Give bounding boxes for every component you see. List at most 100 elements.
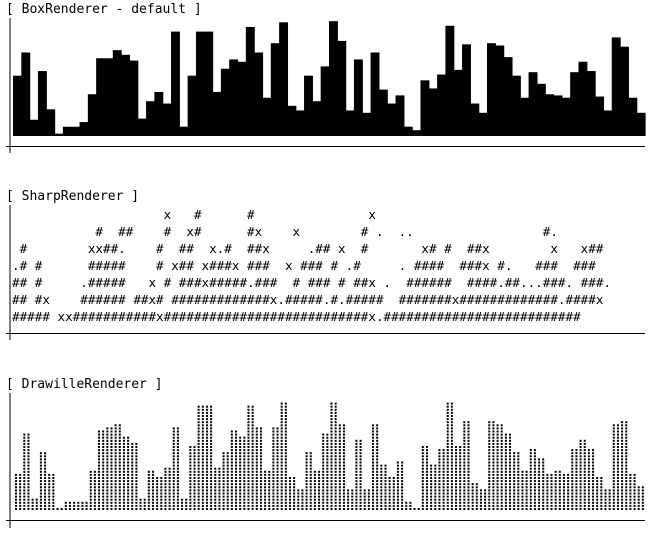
box-bar xyxy=(611,37,621,136)
box-bar xyxy=(570,72,580,136)
drawille-bar xyxy=(189,446,196,510)
drawille-bar xyxy=(621,421,628,510)
drawille-bar xyxy=(230,430,238,510)
box-bar xyxy=(445,25,455,136)
sharp-row: .# # ##### # x## x###x ### x ### # .# . … xyxy=(12,258,596,273)
box-bar xyxy=(262,97,272,136)
sharp-renderer-ascii: x # # x # ## # x# #x x # . .. #. # xx##.… xyxy=(12,206,611,325)
box-bar xyxy=(21,52,31,137)
box-bar xyxy=(112,50,122,136)
drawille-bar xyxy=(562,473,570,510)
box-bar xyxy=(528,72,538,136)
drawille-bar xyxy=(438,449,445,510)
drawille-bar xyxy=(272,427,279,510)
box-bar xyxy=(187,75,197,136)
box-bar xyxy=(79,122,89,136)
drawille-bar xyxy=(421,446,428,510)
box-bar xyxy=(387,103,397,136)
drawille-bar xyxy=(156,477,163,510)
drawille-bar xyxy=(164,467,171,510)
sharp-row: ##### xx###########x####################… xyxy=(12,309,581,324)
drawille-bar xyxy=(430,464,437,510)
box-bar xyxy=(428,88,438,136)
drawille-bar xyxy=(479,489,487,510)
box-bar xyxy=(487,43,496,137)
box-bar xyxy=(553,95,563,136)
box-bar xyxy=(96,58,106,136)
drawille-bar xyxy=(98,430,105,510)
box-bar xyxy=(279,22,289,136)
drawille-bar xyxy=(338,424,345,510)
drawille-bar xyxy=(488,421,495,510)
box-bar xyxy=(545,94,555,136)
drawille-bar xyxy=(413,508,420,510)
drawille-bar xyxy=(297,489,304,510)
sharp-renderer-panel: [ SharpRenderer ] x # # x # ## # x# #x x… xyxy=(0,187,650,347)
drawille-bar xyxy=(504,433,512,510)
drawille-bar xyxy=(15,473,22,510)
box-bar xyxy=(503,57,513,137)
drawille-bar xyxy=(380,464,387,510)
drawille-bar xyxy=(529,449,536,510)
drawille-bar xyxy=(39,452,47,510)
drawille-renderer-chart xyxy=(6,393,645,528)
box-bar xyxy=(337,40,347,136)
box-bar xyxy=(420,80,430,136)
drawille-bar xyxy=(355,439,362,510)
box-bar xyxy=(304,75,313,136)
sharp-renderer-title: [ SharpRenderer ] xyxy=(6,189,140,204)
box-bar xyxy=(462,44,471,136)
drawille-bar xyxy=(139,498,146,510)
drawille-bar xyxy=(455,446,462,510)
box-bar xyxy=(561,97,571,136)
drawille-bar xyxy=(239,436,246,510)
drawille-bar xyxy=(396,461,404,510)
drawille-bar xyxy=(330,402,337,510)
box-bar xyxy=(620,46,629,136)
drawille-bar xyxy=(463,421,470,510)
drawille-bar xyxy=(147,470,154,510)
drawille-bar xyxy=(538,458,545,510)
box-bar xyxy=(220,68,230,136)
box-renderer-title: [ BoxRenderer - default ] xyxy=(6,2,202,17)
box-bar xyxy=(254,52,264,137)
drawille-bar xyxy=(172,427,179,510)
box-bar xyxy=(329,21,338,136)
box-bar xyxy=(245,26,255,136)
drawille-bar xyxy=(521,470,528,510)
drawille-bar xyxy=(571,449,578,510)
drawille-bar xyxy=(255,427,262,510)
box-bar xyxy=(362,112,372,136)
box-bar xyxy=(370,52,380,137)
drawille-bar xyxy=(56,508,63,510)
drawille-bar xyxy=(64,501,71,510)
drawille-bar xyxy=(247,405,254,510)
sharp-row: x # # x xyxy=(12,207,376,222)
drawille-bar xyxy=(205,405,213,510)
drawille-bar xyxy=(637,486,644,510)
drawille-bar xyxy=(131,442,138,510)
box-bar xyxy=(470,103,480,136)
box-bar xyxy=(578,61,588,137)
box-bar xyxy=(229,59,239,136)
drawille-bar xyxy=(48,473,55,510)
box-bar xyxy=(54,133,64,136)
box-bar xyxy=(636,112,646,136)
box-bar xyxy=(62,126,72,136)
box-bar xyxy=(87,94,97,136)
box-bar xyxy=(195,31,205,137)
drawille-bar xyxy=(471,483,478,510)
drawille-bar xyxy=(73,501,80,510)
drawille-bar xyxy=(347,489,354,510)
box-bar xyxy=(204,31,214,137)
drawille-bar xyxy=(114,424,121,510)
drawille-bar xyxy=(264,470,271,510)
drawille-bar xyxy=(604,489,611,510)
box-bar xyxy=(13,75,22,136)
drawille-bar xyxy=(197,405,204,510)
box-bar xyxy=(536,83,546,136)
box-bar xyxy=(29,119,39,136)
box-renderer-plot xyxy=(0,18,650,154)
drawille-bar xyxy=(612,424,619,510)
drawille-bar xyxy=(23,433,30,510)
